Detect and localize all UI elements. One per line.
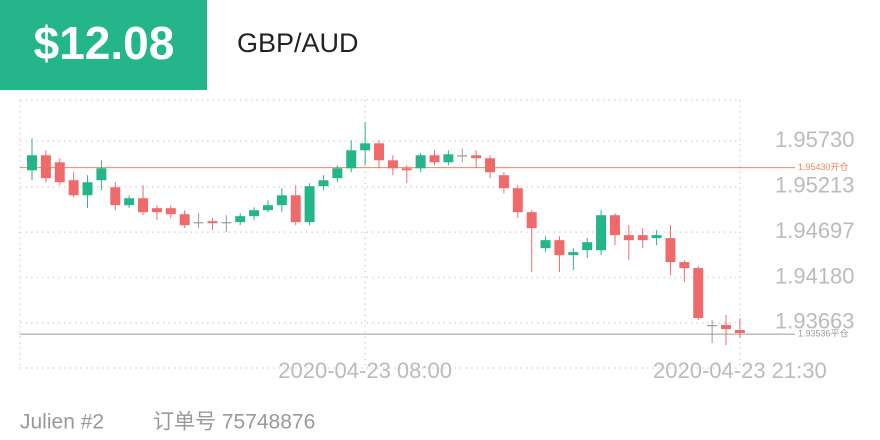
candle-body — [471, 155, 482, 159]
candle-body — [68, 180, 79, 196]
candle-body — [554, 240, 565, 256]
chart-title: GBP/AUD — [237, 28, 359, 58]
candle-body — [193, 222, 204, 224]
candle-body — [276, 195, 287, 206]
candle-body — [124, 198, 135, 206]
candle-body — [207, 221, 218, 224]
account: Julien #2 — [20, 411, 104, 434]
candle-body — [165, 208, 176, 215]
candle-body — [415, 155, 426, 169]
candle-body — [40, 155, 51, 179]
candle-body — [596, 215, 607, 251]
x-tick-label: 2020-04-23 08:00 — [278, 358, 452, 383]
candle-body — [734, 330, 745, 334]
candle-body — [679, 262, 690, 269]
candle-body — [346, 150, 357, 169]
candle-body — [96, 168, 107, 181]
candle-body — [27, 155, 37, 171]
order-number: 订单号 75748876 — [153, 411, 315, 434]
y-tick-label: 1.95213 — [775, 173, 855, 198]
y-tick-label: 1.95730 — [775, 127, 855, 152]
candle-body — [721, 325, 731, 330]
candle-body — [290, 195, 301, 223]
badge: $12.08 — [34, 17, 175, 69]
candle-body — [582, 242, 593, 251]
candle-body — [374, 143, 384, 161]
candle-body — [235, 216, 246, 223]
candle-body — [637, 235, 648, 241]
reference-label: 1.95430开仓 — [798, 161, 849, 172]
y-tick-label: 1.94697 — [775, 218, 855, 243]
candle-body — [693, 268, 704, 319]
candle-body — [179, 214, 190, 226]
y-tick-label: 1.93663 — [775, 309, 855, 334]
candle-body — [526, 212, 537, 229]
candle-body — [498, 175, 509, 189]
candle-body — [360, 143, 371, 151]
candle-body — [82, 182, 93, 196]
x-tick-label: 2020-04-23 21:30 — [653, 358, 827, 383]
candle-body — [401, 168, 412, 171]
candle-body — [54, 162, 65, 183]
candle-body — [221, 222, 232, 224]
candle-body — [110, 187, 121, 206]
candle-body — [485, 158, 496, 173]
candle-body — [138, 198, 149, 213]
candle-body — [651, 235, 662, 239]
candle-body — [304, 186, 315, 223]
candle-body — [540, 240, 551, 249]
y-tick-label: 1.94180 — [775, 263, 855, 288]
candle-body — [443, 154, 454, 163]
candle-body — [387, 160, 398, 169]
candle-body — [249, 210, 260, 217]
candle-body — [568, 252, 579, 256]
candle-body — [151, 208, 162, 213]
candle-body — [623, 235, 634, 241]
candle-body — [429, 155, 440, 163]
candle-body — [262, 205, 273, 211]
candle-body — [707, 325, 718, 327]
reference-label: 1.93536平仓 — [798, 327, 849, 338]
candle-body — [332, 168, 343, 179]
candle-body — [457, 155, 468, 157]
candle-body — [318, 180, 329, 187]
candle-body — [512, 188, 523, 213]
candle-body — [665, 238, 676, 263]
badge-box — [0, 0, 207, 90]
candle-body — [609, 215, 620, 236]
